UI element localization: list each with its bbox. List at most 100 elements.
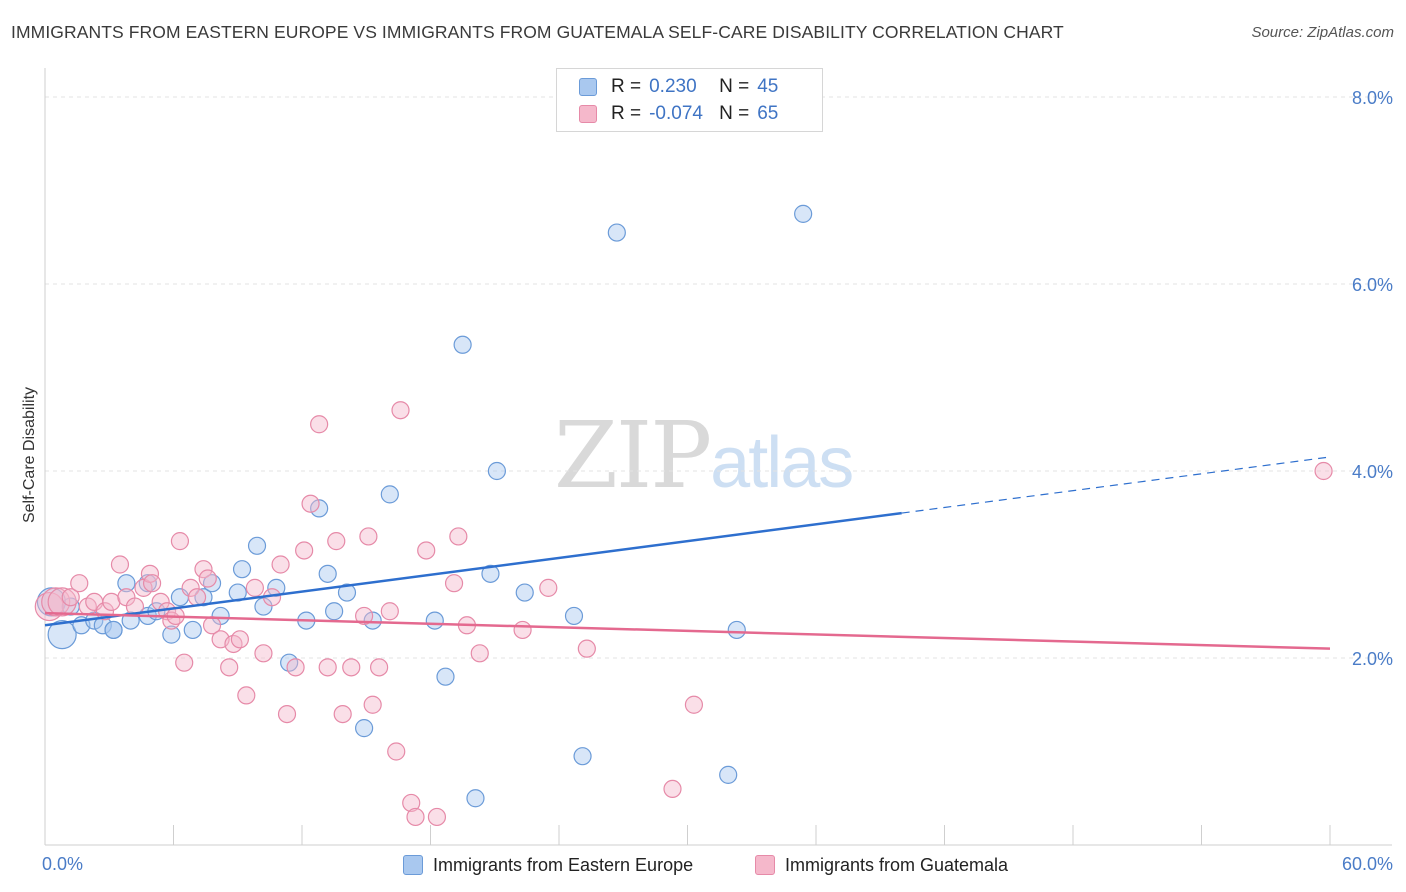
point-guatemala [47,587,77,617]
y-tick-label: 2.0% [1352,649,1393,669]
legend-n-value: 45 [757,76,779,97]
data-points [34,204,1333,827]
legend-row-eastern-europe: R = 0.230 N = 45 [579,74,778,100]
point-guatemala [61,588,80,607]
point-guatemala [342,658,361,677]
point-guatemala [406,807,425,827]
point-guatemala [110,555,130,574]
x-tick-label-min: 0.0% [42,854,83,874]
trend-line-extension [901,456,1331,514]
axes [44,68,1392,846]
legend-row-guatemala: R = -0.074 N = 65 [579,101,778,127]
point-eastern-europe [573,747,592,766]
point-guatemala [444,574,464,593]
series-swatch-eastern-europe [403,855,423,875]
watermark: ZIPatlas [554,402,854,509]
point-guatemala [181,578,200,597]
point-guatemala [295,541,314,560]
point-guatemala [254,644,273,663]
point-guatemala [663,779,682,799]
point-guatemala [277,704,297,724]
point-eastern-europe [318,564,337,583]
series-name-guatemala: Immigrants from Guatemala [785,854,1009,875]
point-guatemala [237,686,256,705]
legend-swatch-guatemala [579,105,597,123]
point-guatemala [310,415,329,434]
point-guatemala [355,606,374,626]
watermark-zip: ZIP [554,402,712,509]
point-guatemala [370,658,389,677]
series-legend-guatemala: Immigrants from Guatemala [755,852,1008,878]
point-eastern-europe [47,620,77,650]
point-eastern-europe [719,765,738,784]
point-guatemala [142,574,162,593]
series-name-eastern-europe: Immigrants from Eastern Europe [433,854,694,875]
point-eastern-europe [466,789,485,808]
point-eastern-europe [355,719,374,738]
point-guatemala [245,578,264,597]
point-guatemala [70,574,89,593]
watermark-atlas: atlas [710,423,854,503]
point-eastern-europe [727,620,746,640]
tick-labels: 2.0% 4.0% 6.0% 8.0% 0.0% 60.0% [42,88,1393,874]
point-guatemala [327,532,346,551]
y-tick-label: 8.0% [1352,88,1393,108]
legend-r-label: R = [611,76,642,97]
point-eastern-europe [481,564,500,583]
point-eastern-europe [607,223,626,242]
point-guatemala [175,653,194,672]
y-tick-label: 4.0% [1352,462,1393,482]
trend-line-eastern-europe [44,511,902,627]
point-guatemala [449,527,468,546]
point-eastern-europe [380,485,399,504]
correlation-legend: R = 0.230 N = 45 R = -0.074 N = 65 [556,68,823,132]
point-eastern-europe [325,602,344,621]
point-guatemala [271,555,290,574]
point-eastern-europe [247,536,267,555]
point-eastern-europe [104,620,123,640]
point-guatemala [170,532,190,551]
point-eastern-europe [232,560,252,579]
point-guatemala [230,630,249,649]
point-guatemala [577,639,596,658]
series-swatch-guatemala [755,855,775,875]
point-eastern-europe [337,583,357,602]
x-tick-label-max: 60.0% [1342,854,1393,874]
point-guatemala [359,527,378,546]
point-guatemala [286,658,305,677]
point-guatemala [380,602,399,621]
point-guatemala [513,620,532,640]
point-guatemala [539,578,558,597]
point-guatemala [102,592,121,612]
point-eastern-europe [162,625,181,644]
chart-title: IMMIGRANTS FROM EASTERN EUROPE VS IMMIGR… [11,22,1064,42]
point-guatemala [187,588,207,607]
point-guatemala [387,742,406,761]
legend-n-label: N = [719,76,750,97]
point-eastern-europe [267,578,286,597]
point-guatemala [363,695,382,714]
legend-r-value: 0.230 [649,76,697,97]
point-guatemala [333,704,352,724]
point-eastern-europe [453,335,472,354]
point-guatemala [198,569,217,588]
point-eastern-europe [363,611,382,630]
point-guatemala [220,658,239,677]
point-guatemala [318,658,337,677]
legend-swatch-eastern-europe [579,78,597,96]
point-eastern-europe [487,461,506,481]
legend-r-value: -0.074 [649,103,703,124]
y-axis-label: Self-Care Disability [21,387,38,523]
legend-n-label: N = [719,103,750,124]
series-legend-eastern-europe: Immigrants from Eastern Europe [403,852,693,878]
point-guatemala [427,807,447,827]
y-tick-label: 6.0% [1352,275,1393,295]
point-eastern-europe [436,667,455,686]
point-guatemala [391,401,410,420]
point-guatemala [1314,461,1333,481]
point-guatemala [402,793,421,813]
point-guatemala [417,541,436,560]
point-eastern-europe [564,606,584,626]
point-eastern-europe [794,204,813,223]
